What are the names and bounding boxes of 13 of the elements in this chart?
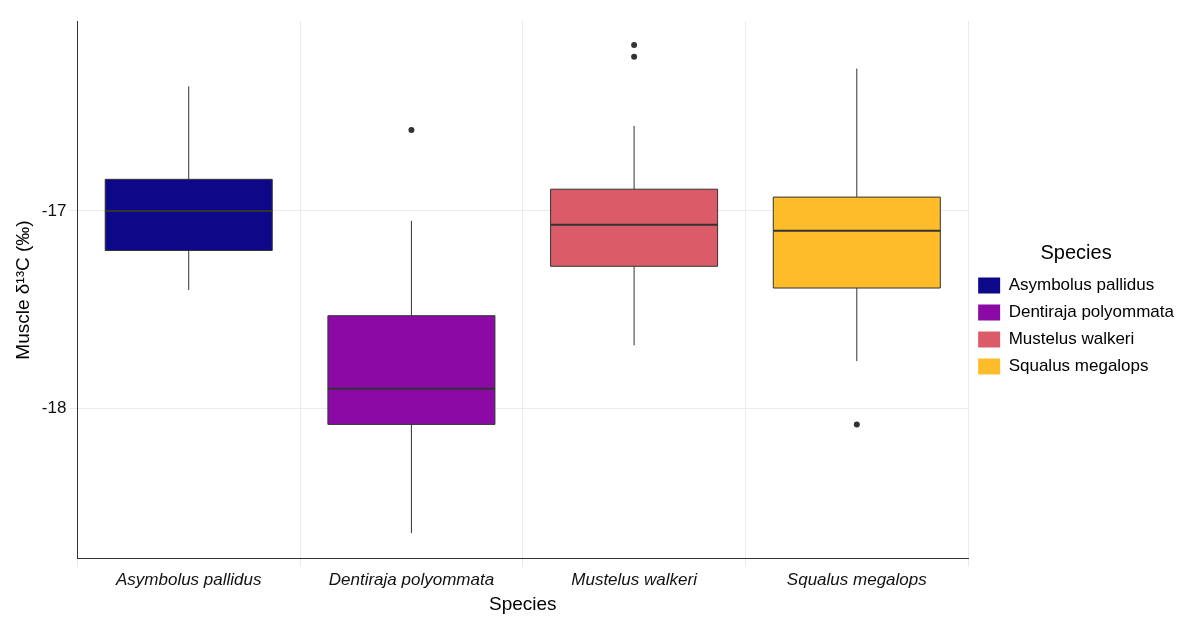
legend-label: Dentiraja polyommata	[1008, 302, 1175, 322]
legend-label: Asymbolus pallidus	[1008, 275, 1155, 295]
x-axis-title: Species	[488, 592, 557, 614]
x-tick-label: Dentiraja polyommata	[328, 569, 495, 589]
x-tick-label: Mustelus walkeri	[571, 569, 699, 589]
y-axis-title: Muscle δ¹³C (‰)	[11, 220, 33, 360]
legend-title: Species	[1040, 240, 1112, 263]
legend-label: Mustelus walkeri	[1008, 329, 1135, 349]
x-tick-label: Squalus megalops	[786, 569, 928, 589]
y-tick-label: -18	[41, 398, 67, 418]
legend-label: Squalus megalops	[1008, 356, 1149, 376]
y-tick-label: -17	[41, 200, 67, 220]
x-tick-label: Asymbolus pallidus	[114, 569, 262, 589]
